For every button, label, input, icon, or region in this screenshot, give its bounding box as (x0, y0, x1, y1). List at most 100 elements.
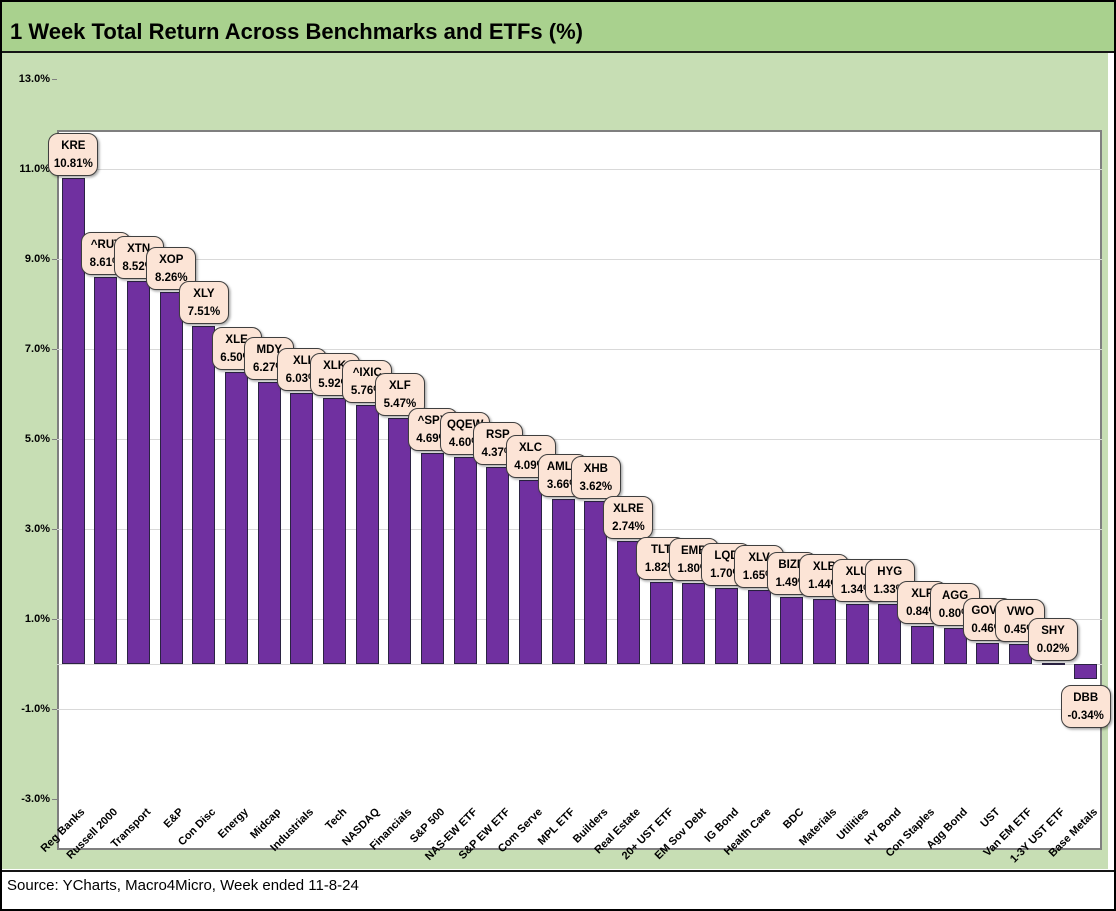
bar (616, 540, 640, 664)
bar (355, 404, 379, 664)
bar (257, 381, 281, 664)
y-axis-label: 3.0% (24, 523, 50, 535)
y-axis-label: 1.0% (24, 613, 50, 625)
y-axis-tick (52, 259, 57, 260)
bar (225, 371, 249, 664)
bar (714, 587, 738, 664)
bar (747, 589, 771, 664)
x-axis-label: E&P (161, 806, 186, 831)
callout-ticker: XLI (292, 354, 311, 367)
y-axis-tick (52, 619, 57, 620)
bar (1074, 664, 1098, 680)
callout-ticker: EMB (681, 545, 707, 557)
y-axis-label: 9.0% (24, 253, 50, 265)
data-label-callout: XLV 1.65% (734, 544, 785, 588)
callout-ticker: TLT (651, 544, 672, 557)
chart-title: 1 Week Total Return Across Benchmarks an… (10, 19, 583, 44)
callout-ticker: XTN (127, 242, 151, 255)
y-axis-tick (52, 529, 57, 530)
data-label-callout: KRE 10.81% (48, 132, 99, 176)
callout-ticker: AGG (941, 590, 969, 602)
data-label-callout: DBB -0.34% (1060, 685, 1111, 729)
y-axis-label: -3.0% (21, 793, 50, 805)
bar (551, 499, 575, 664)
gridline (57, 259, 1102, 260)
bar (421, 452, 445, 664)
callout-value: 5.47% (383, 397, 417, 410)
bar (584, 501, 608, 664)
y-axis-tick (52, 709, 57, 710)
x-axis-label: Energy (216, 806, 252, 841)
chart-title-bar: 1 Week Total Return Across Benchmarks an… (2, 2, 1114, 53)
callout-value: 10.81% (53, 157, 93, 170)
callout-ticker: BIZD (778, 558, 806, 571)
callout-ticker: XLC (519, 441, 543, 454)
callout-ticker: HYG (877, 566, 903, 579)
bar (453, 457, 477, 664)
data-label-callout: XLY 7.51% (178, 281, 229, 325)
callout-ticker: XLY (193, 288, 215, 301)
callout-ticker: XOP (159, 254, 184, 267)
bar (61, 177, 85, 664)
data-label-callout: SHY 0.02% (1028, 618, 1079, 662)
callout-ticker: XLU (845, 565, 869, 578)
callout-ticker: XLB (812, 561, 836, 574)
gridline (57, 529, 1102, 530)
chart-layer: 13.0% 11.0% 9.0% 7.0% 5.0% 3.0% 1.0% -1.0% -3.0%… (2, 53, 1111, 869)
gridline (57, 169, 1102, 170)
bar (192, 326, 216, 664)
x-axis-label: BDC (780, 806, 807, 832)
bar (323, 397, 347, 664)
gridline (57, 664, 1102, 665)
bar (812, 599, 836, 664)
data-label-callout: XHB 3.62% (570, 456, 621, 500)
callout-ticker: XLF (389, 379, 411, 392)
bar (649, 582, 673, 664)
y-axis-label: -1.0% (21, 703, 50, 715)
callout-ticker: XLV (748, 551, 770, 564)
callout-ticker: LQD (714, 549, 739, 562)
source-footer: Source: YCharts, Macro4Micro, Week ended… (2, 870, 1114, 909)
bar (519, 479, 543, 664)
gridline (57, 439, 1102, 440)
data-label-callout: ^IXIC 5.76% (342, 359, 393, 403)
bar (290, 392, 314, 664)
y-axis-label: 11.0% (19, 163, 50, 175)
source-text: Source: YCharts, Macro4Micro, Week ended… (7, 877, 359, 894)
callout-ticker: XHB (583, 463, 608, 476)
y-axis-label: 13.0% (18, 73, 50, 85)
bar (910, 626, 934, 664)
callout-value: 8.26% (154, 272, 188, 285)
bar (1041, 663, 1065, 666)
callout-ticker: SHY (1041, 625, 1065, 638)
data-label-callout: XLRE 2.74% (603, 495, 654, 539)
y-axis-tick (52, 799, 57, 800)
bar (780, 596, 804, 664)
callout-value: 3.62% (579, 481, 613, 494)
x-axis-label: UST (978, 806, 1003, 831)
callout-value: 0.02% (1036, 643, 1070, 656)
x-axis-label: Tech (322, 806, 350, 833)
callout-ticker: VWO (1006, 605, 1035, 618)
data-label-callout: HYG 1.33% (864, 559, 915, 603)
callout-ticker: XLP (911, 588, 934, 601)
y-axis-label: 7.0% (24, 343, 50, 355)
callout-ticker: MDY (256, 343, 283, 356)
bar (127, 280, 151, 664)
callout-ticker: ^SPX (417, 414, 448, 427)
callout-ticker: ^IXIC (352, 366, 382, 379)
gridline (57, 619, 1102, 620)
callout-value: 7.51% (187, 306, 221, 319)
callout-ticker: ^RUT (90, 238, 122, 251)
bar (845, 603, 869, 664)
bar (94, 276, 118, 664)
callout-ticker: KRE (61, 139, 86, 152)
callout-ticker: DBB (1073, 692, 1099, 705)
y-axis-tick (52, 79, 57, 80)
bar (943, 628, 967, 664)
callout-ticker: RSP (486, 429, 510, 442)
chart-area: 13.0% 11.0% 9.0% 7.0% 5.0% 3.0% 1.0% -1.0% -3.0%… (2, 53, 1111, 869)
callout-ticker: XLK (323, 359, 347, 372)
y-axis-label: 5.0% (24, 433, 50, 445)
callout-value: -0.34% (1067, 710, 1104, 723)
